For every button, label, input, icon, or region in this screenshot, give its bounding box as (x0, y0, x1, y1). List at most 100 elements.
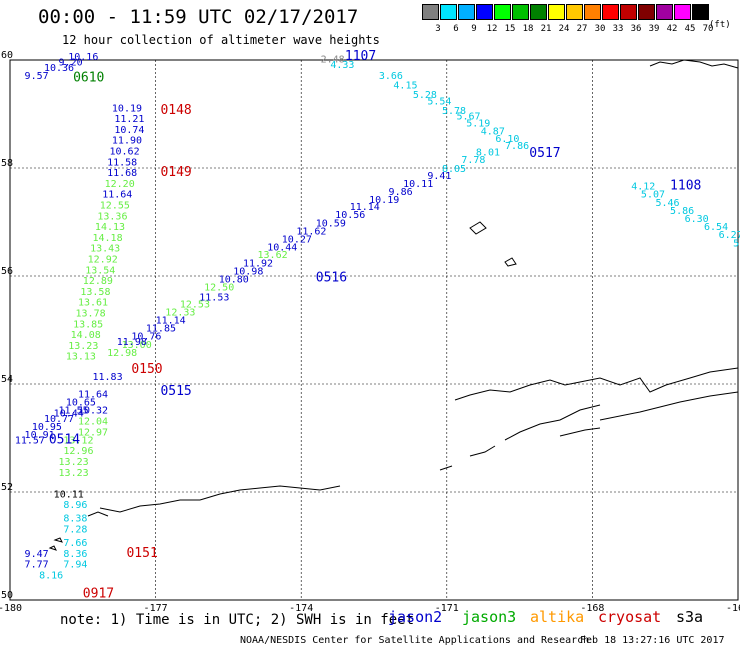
legend-swatch (440, 4, 457, 20)
wave-height-label: 11.58 (107, 157, 137, 168)
satellite-label-jason2: jason2 (388, 608, 443, 626)
wave-height-label: 11.53 (199, 292, 229, 303)
pass-time-label: 0148 (160, 103, 191, 118)
latitude-tick-label: 58 (1, 158, 13, 169)
wave-height-label: 4.33 (330, 60, 354, 71)
coastline (87, 511, 109, 517)
wave-height-label: 11.64 (102, 190, 132, 201)
legend-swatch (494, 4, 511, 20)
coastline (53, 537, 63, 543)
longitude-tick-label: -174 (289, 603, 313, 614)
wave-height-label: 13.12 (63, 435, 93, 446)
legend-label: 9 (471, 24, 477, 34)
wave-height-label: 10.44 (54, 408, 84, 419)
wave-height-label: 11.62 (296, 226, 326, 237)
pass-time-label: 0517 (529, 146, 560, 161)
credit-line: NOAA/NESDIS Center for Satellite Applica… (240, 635, 590, 646)
legend-label: 39 (648, 24, 660, 34)
wave-height-label: 10.80 (219, 274, 249, 285)
satellite-label-jason3: jason3 (462, 608, 517, 626)
latitude-tick-label: 60 (1, 50, 13, 61)
coastline (649, 59, 739, 69)
wave-height-label: 13.23 (68, 341, 98, 352)
wave-height-label: 13.61 (78, 298, 108, 309)
pass-time-label: 0150 (131, 362, 162, 377)
wave-height-label: 5.78 (442, 106, 466, 117)
generation-timestamp: Feb 18 13:27:16 UTC 2017 (580, 635, 725, 646)
wave-height-label: 14.13 (95, 222, 125, 233)
wave-height-label: 10.74 (114, 125, 144, 136)
legend-label: 70 (702, 24, 714, 34)
footnote: note: 1) Time is in UTC; 2) SWH is in fe… (60, 612, 415, 628)
wave-height-label: 10.27 (282, 235, 312, 246)
wave-height-label: 11.83 (93, 372, 123, 383)
wave-height-label: 13.36 (97, 211, 127, 222)
wave-height-label: 9.41 (427, 171, 451, 182)
coastline (99, 499, 200, 513)
wave-height-label: 11.92 (243, 258, 273, 269)
wave-height-label: 11.98 (117, 337, 147, 348)
legend-swatch (656, 4, 673, 20)
wave-height-label: 10.59 (316, 218, 346, 229)
wave-height-label: 13.23 (59, 457, 89, 468)
wave-height-label: 6.27 (719, 230, 740, 241)
wave-height-label: 11.57 (15, 435, 45, 446)
wave-height-label: 10.32 (78, 406, 108, 417)
legend-swatch (530, 4, 547, 20)
wave-height-label: 10.56 (335, 210, 365, 221)
coastline (599, 391, 739, 421)
coastline (199, 485, 341, 501)
wave-height-label: 6.54 (704, 222, 728, 233)
wave-height-label: 11.55 (59, 406, 89, 417)
legend-swatch (566, 4, 583, 20)
wave-height-label: 13.00 (122, 340, 152, 351)
wave-height-label: 10.65 (66, 398, 96, 409)
latitude-tick-label: 54 (1, 374, 13, 385)
wave-height-label: 6.30 (685, 214, 709, 225)
wave-height-label: 5.28 (413, 90, 437, 101)
wave-height-label: 7.86 (505, 141, 529, 152)
pass-time-label: 1107 (345, 49, 376, 64)
wave-height-label: 13.54 (85, 265, 115, 276)
coastline (469, 445, 496, 457)
wave-height-label: 14.18 (93, 233, 123, 244)
legend-label: 3 (435, 24, 441, 34)
wave-height-label: 5.54 (427, 96, 451, 107)
wave-height-label: 8.05 (442, 164, 466, 175)
wave-height-label: 12.04 (78, 417, 108, 428)
pass-time-label: 0516 (316, 270, 347, 285)
wave-height-label: 10.19 (112, 103, 142, 114)
legend-label: 45 (684, 24, 696, 34)
latitude-tick-label: 56 (1, 266, 13, 277)
coastline (439, 465, 453, 471)
legend-label: 33 (612, 24, 624, 34)
wave-height-label: 4.12 (631, 182, 655, 193)
wave-height-label: 5.35 (733, 238, 740, 249)
wave-height-label: 12.50 (204, 283, 234, 294)
wave-height-label: 5.19 (466, 118, 490, 129)
legend-swatch (458, 4, 475, 20)
latitude-tick-label: 52 (1, 482, 13, 493)
legend-label: 21 (540, 24, 552, 34)
wave-height-label: 12.53 (180, 299, 210, 310)
legend-swatch (620, 4, 637, 20)
legend-label: 30 (594, 24, 606, 34)
wave-height-label: 3.66 (379, 71, 403, 82)
chart-title: 00:00 - 11:59 UTC 02/17/2017 (38, 6, 359, 28)
legend-label: 36 (630, 24, 642, 34)
coastline (48, 545, 57, 551)
satellite-label-altika: altika (530, 608, 585, 626)
wave-height-label: 9.57 (25, 71, 49, 82)
wave-height-label: 9.86 (389, 187, 413, 198)
pass-time-label: 0151 (126, 546, 157, 561)
coastline (504, 404, 601, 441)
wave-height-label: 13.62 (258, 250, 288, 261)
legend-swatch (476, 4, 493, 20)
coastline (454, 367, 739, 401)
wave-height-label: 7.28 (63, 525, 87, 536)
satellite-label-s3a: s3a (676, 608, 704, 626)
longitude-tick-label: -165 (726, 603, 740, 614)
wave-height-label: 13.23 (59, 468, 89, 479)
wave-height-label: 14.08 (71, 330, 101, 341)
legend-label: 6 (453, 24, 459, 34)
